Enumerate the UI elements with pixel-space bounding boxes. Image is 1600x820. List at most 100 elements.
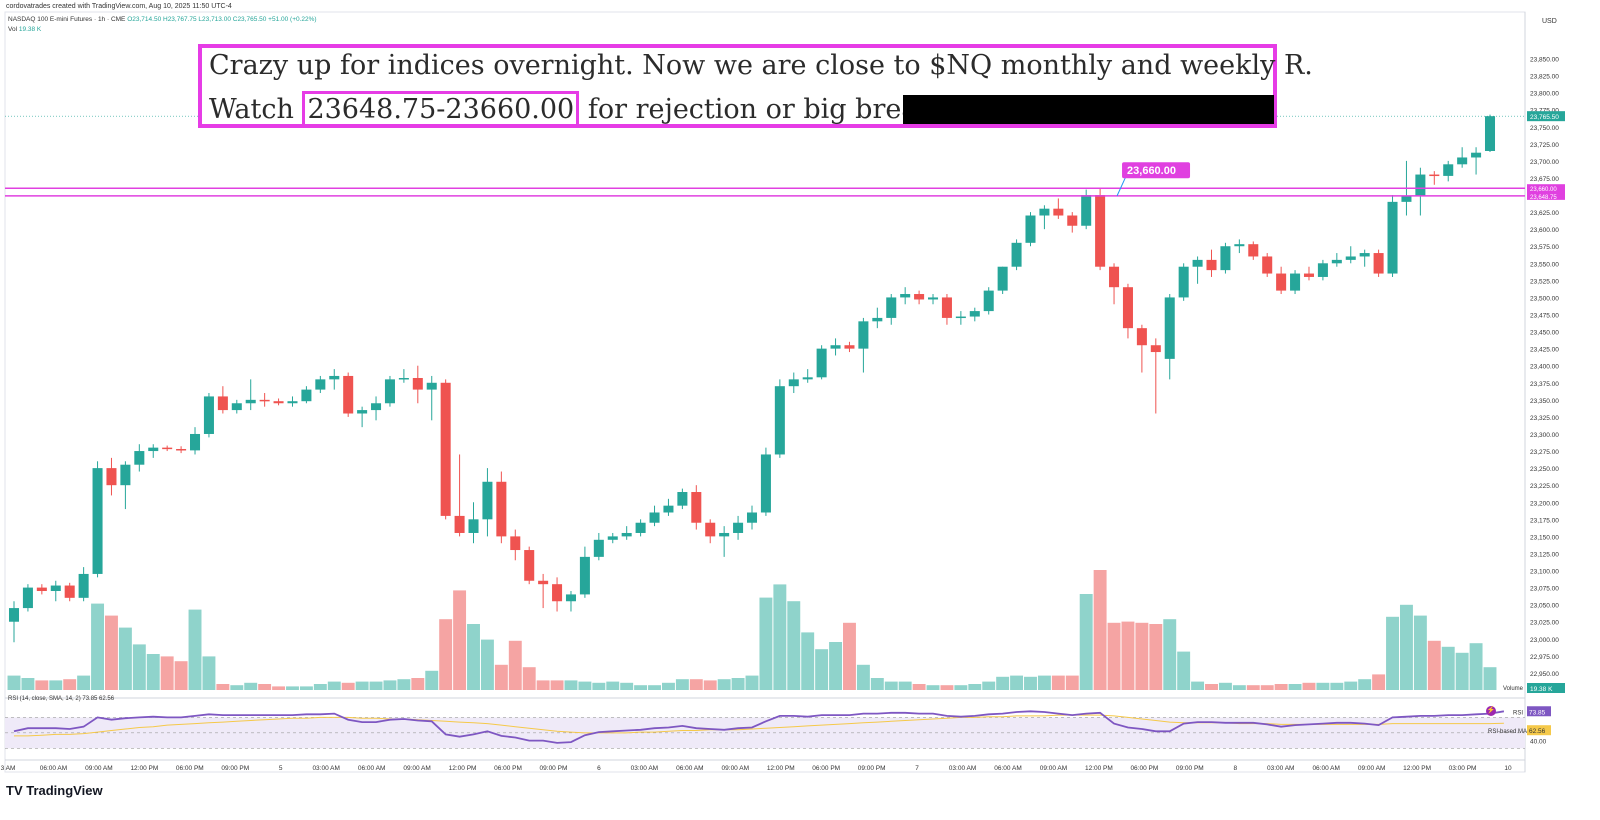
candle-body[interactable]: [343, 375, 354, 414]
candle-body[interactable]: [969, 311, 980, 317]
candle-body[interactable]: [705, 522, 716, 537]
candle-body[interactable]: [1290, 273, 1301, 291]
candle-body[interactable]: [50, 585, 61, 592]
candle-body[interactable]: [357, 410, 368, 414]
candle-body[interactable]: [217, 396, 228, 411]
candle-body[interactable]: [426, 382, 437, 390]
candle-body[interactable]: [176, 448, 187, 451]
candle-body[interactable]: [162, 447, 173, 450]
volume-legend[interactable]: Vol 19.38 K: [8, 26, 41, 33]
candle-body[interactable]: [329, 375, 340, 380]
candle-body[interactable]: [844, 345, 855, 349]
candle-body[interactable]: [190, 433, 201, 451]
candle-body[interactable]: [733, 522, 744, 533]
candle-body[interactable]: [120, 464, 131, 486]
candle-body[interactable]: [649, 512, 660, 523]
tradingview-logo[interactable]: TV TradingView: [6, 783, 103, 798]
candle-body[interactable]: [1081, 195, 1092, 226]
candle-body[interactable]: [92, 468, 103, 574]
candle-body[interactable]: [1484, 116, 1496, 151]
candle-body[interactable]: [955, 316, 966, 319]
candle-body[interactable]: [1220, 246, 1231, 271]
candle-body[interactable]: [106, 468, 117, 486]
candle-body[interactable]: [301, 389, 312, 402]
candle-body[interactable]: [1122, 287, 1133, 329]
candle-body[interactable]: [524, 550, 535, 581]
candle-body[interactable]: [552, 584, 563, 602]
candle-body[interactable]: [1178, 266, 1189, 298]
candle-body[interactable]: [1248, 244, 1259, 257]
lightning-icon[interactable]: ⚡: [1486, 706, 1496, 716]
candle-body[interactable]: [1164, 297, 1175, 359]
candle-body[interactable]: [1067, 215, 1078, 226]
candle-body[interactable]: [1276, 273, 1287, 291]
candle-body[interactable]: [1457, 157, 1468, 165]
candle-body[interactable]: [983, 290, 994, 312]
candle-body[interactable]: [872, 317, 883, 322]
candle-body[interactable]: [1039, 208, 1050, 216]
candle-body[interactable]: [482, 481, 493, 520]
candle-body[interactable]: [538, 580, 549, 585]
candle-body[interactable]: [886, 297, 897, 318]
candle-body[interactable]: [78, 573, 89, 598]
candle-body[interactable]: [691, 492, 702, 523]
candle-body[interactable]: [830, 345, 841, 349]
candle-body[interactable]: [468, 519, 479, 533]
candle-body[interactable]: [1025, 215, 1036, 243]
candle-body[interactable]: [941, 297, 952, 318]
candle-body[interactable]: [148, 447, 159, 452]
candle-body[interactable]: [1443, 164, 1454, 176]
candle-body[interactable]: [454, 515, 465, 533]
candle-body[interactable]: [760, 454, 771, 513]
candle-body[interactable]: [1011, 242, 1022, 267]
candle-body[interactable]: [565, 594, 576, 602]
candle-body[interactable]: [788, 379, 799, 387]
candle-body[interactable]: [64, 585, 75, 598]
candle-body[interactable]: [371, 403, 382, 411]
candle-body[interactable]: [1359, 253, 1370, 257]
candle-body[interactable]: [1150, 345, 1161, 353]
candle-body[interactable]: [663, 505, 674, 513]
candle-body[interactable]: [1053, 208, 1064, 216]
candle-body[interactable]: [273, 401, 284, 404]
candle-body[interactable]: [315, 379, 326, 390]
candle-body[interactable]: [677, 492, 688, 506]
candle-body[interactable]: [914, 294, 925, 300]
candle-body[interactable]: [1401, 196, 1412, 202]
candle-body[interactable]: [1095, 195, 1106, 267]
candle-body[interactable]: [774, 386, 785, 455]
candle-body[interactable]: [1206, 259, 1217, 271]
candle-body[interactable]: [36, 587, 47, 592]
symbol-legend[interactable]: NASDAQ 100 E-mini Futures · 1h · CME O23…: [8, 16, 317, 23]
candle-body[interactable]: [1109, 266, 1120, 288]
candle-body[interactable]: [22, 587, 33, 609]
candle-body[interactable]: [1387, 201, 1398, 274]
candle-body[interactable]: [1331, 259, 1342, 264]
candle-body[interactable]: [1234, 244, 1245, 247]
candle-body[interactable]: [1192, 259, 1203, 267]
candle-body[interactable]: [1317, 263, 1328, 277]
candle-body[interactable]: [259, 399, 270, 402]
candle-body[interactable]: [1373, 253, 1384, 274]
candle-body[interactable]: [858, 321, 869, 349]
candle-body[interactable]: [287, 401, 298, 404]
candle-body[interactable]: [607, 536, 618, 540]
candle-body[interactable]: [802, 377, 813, 380]
candle-body[interactable]: [1136, 328, 1147, 346]
candle-body[interactable]: [579, 556, 590, 595]
candle-body[interactable]: [635, 522, 646, 533]
candle-body[interactable]: [496, 481, 507, 537]
candle-body[interactable]: [621, 532, 632, 537]
candle-body[interactable]: [1262, 256, 1273, 274]
candle-body[interactable]: [997, 266, 1008, 291]
candle-body[interactable]: [412, 377, 423, 390]
candle-body[interactable]: [1303, 273, 1314, 277]
candle-body[interactable]: [8, 608, 20, 622]
candle-body[interactable]: [928, 297, 939, 300]
candle-body[interactable]: [384, 379, 395, 404]
candle-body[interactable]: [593, 539, 604, 557]
candle-body[interactable]: [398, 377, 409, 380]
candle-body[interactable]: [440, 382, 451, 516]
candle-body[interactable]: [816, 348, 827, 378]
